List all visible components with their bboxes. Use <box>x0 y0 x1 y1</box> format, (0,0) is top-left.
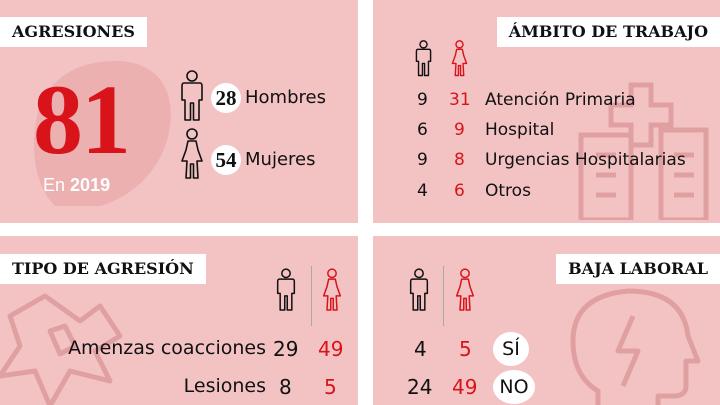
ambito-row-label: Otros <box>485 181 531 201</box>
baja-row-men: 4 <box>414 337 427 361</box>
female-person-icon <box>322 268 342 311</box>
male-person-icon <box>409 268 429 311</box>
tipo-row-label: Lesiones <box>183 375 266 397</box>
agresiones-title: AGRESIONES <box>0 17 147 47</box>
female-person-icon <box>181 128 203 179</box>
tipo-row-label: Amenzas coacciones <box>68 337 266 359</box>
men-label: Hombres <box>245 87 326 108</box>
ambito-row-women: 6 <box>454 181 465 201</box>
ambito-panel: ÁMBITO DE TRABAJO 9 31 Atención Primaria… <box>373 0 720 223</box>
ambito-title: ÁMBITO DE TRABAJO <box>496 17 720 47</box>
tipo-row-women: 5 <box>324 375 337 399</box>
male-person-icon <box>181 70 203 121</box>
tipo-row-men: 29 <box>273 337 299 361</box>
baja-row-women: 5 <box>459 337 472 361</box>
year-prefix: En <box>43 175 66 195</box>
baja-row-women: 49 <box>452 375 478 399</box>
fist-impact-icon <box>0 293 123 405</box>
ambito-row-women: 8 <box>454 150 465 170</box>
tipo-panel: TIPO DE AGRESIÓN Amenzas coacciones 29 4… <box>0 236 358 405</box>
tipo-row-men: 8 <box>279 375 292 399</box>
total-aggressions: 81 <box>33 64 131 175</box>
ambito-row-label: Hospital <box>485 120 555 140</box>
female-person-icon <box>455 268 475 311</box>
baja-row-men: 24 <box>407 375 433 399</box>
year-value: 2019 <box>70 175 111 195</box>
ambito-row-women: 31 <box>449 90 471 110</box>
baja-panel: BAJA LABORAL 4 5 SÍ 24 49 NO <box>373 236 720 405</box>
ambito-row-label: Atención Primaria <box>485 90 636 110</box>
column-divider <box>443 266 444 326</box>
agresiones-panel: AGRESIONES 81 En 2019 28 Hombres 54 Muje… <box>0 0 358 223</box>
ambito-row-label: Urgencias Hospitalarias <box>485 150 686 170</box>
ambito-row-men: 4 <box>417 181 428 201</box>
year-label: En 2019 <box>43 175 110 196</box>
ambito-row-men: 6 <box>417 120 428 140</box>
baja-row-label: SÍ <box>493 332 529 366</box>
baja-title: BAJA LABORAL <box>556 254 720 284</box>
women-label: Mujeres <box>245 149 316 170</box>
ambito-row-women: 9 <box>454 120 465 140</box>
ambito-row-men: 9 <box>417 90 428 110</box>
heart-blob-shape <box>34 61 171 206</box>
male-person-icon <box>415 40 432 77</box>
ambito-row-men: 9 <box>417 150 428 170</box>
men-count: 28 <box>211 83 241 113</box>
female-person-icon <box>451 40 468 77</box>
tipo-row-women: 49 <box>318 337 344 361</box>
baja-row-label: NO <box>493 370 535 404</box>
medical-building-icon <box>578 82 709 220</box>
column-divider <box>311 266 312 326</box>
tipo-title: TIPO DE AGRESIÓN <box>0 254 206 284</box>
head-lightning-icon <box>570 288 701 405</box>
women-count: 54 <box>211 145 241 175</box>
male-person-icon <box>276 268 296 311</box>
